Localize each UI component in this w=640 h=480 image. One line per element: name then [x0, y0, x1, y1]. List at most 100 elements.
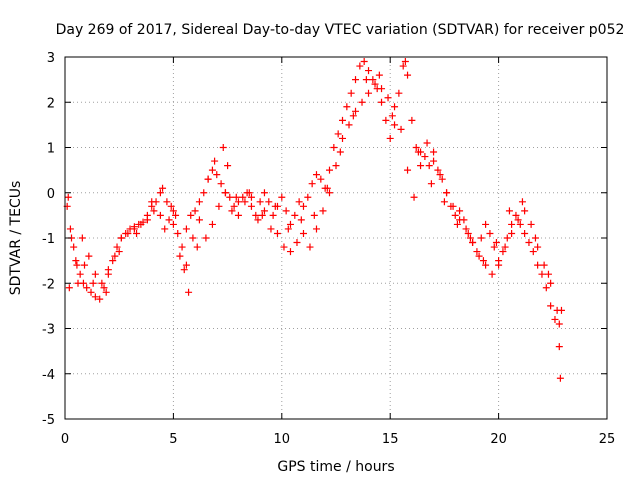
data-point — [241, 198, 249, 206]
data-point — [547, 302, 555, 310]
data-point — [282, 207, 290, 215]
data-point — [211, 157, 219, 165]
data-point — [384, 94, 392, 102]
data-point — [247, 193, 255, 201]
data-point — [414, 148, 422, 156]
data-point — [167, 202, 175, 210]
data-point — [518, 198, 526, 206]
data-point — [308, 180, 316, 188]
data-point — [382, 116, 390, 124]
y-tick-label: -2 — [42, 277, 55, 292]
data-point — [269, 211, 277, 219]
data-point — [299, 229, 307, 237]
data-point — [278, 193, 286, 201]
data-point — [525, 239, 533, 247]
data-point — [310, 211, 318, 219]
data-point — [521, 207, 529, 215]
data-point — [245, 189, 253, 197]
y-axis-label: SDTVAR / TECUs — [8, 181, 24, 296]
data-point — [430, 157, 438, 165]
data-point — [430, 148, 438, 156]
data-point — [347, 89, 355, 97]
data-point — [124, 229, 132, 237]
data-point — [360, 58, 368, 66]
data-point — [271, 202, 279, 210]
data-point — [503, 234, 511, 242]
data-point — [96, 295, 104, 303]
x-tick-label: 5 — [169, 432, 177, 447]
data-point — [169, 207, 177, 215]
data-point — [505, 207, 513, 215]
data-point — [239, 193, 247, 201]
data-point — [247, 202, 255, 210]
data-point — [286, 220, 294, 228]
y-tick-label: -3 — [42, 323, 55, 338]
axis-ticks: 0 5 10 15 20 25 -5 -4 -3 -2 -1 0 1 2 3 — [42, 51, 615, 447]
data-point — [150, 207, 158, 215]
data-point — [191, 207, 199, 215]
data-point — [352, 76, 360, 84]
data-point — [482, 261, 490, 269]
data-point — [412, 144, 420, 151]
data-point — [488, 270, 496, 278]
data-point — [204, 175, 212, 183]
data-point — [115, 248, 123, 256]
series-trace-c — [64, 58, 565, 314]
data-point — [83, 284, 91, 292]
data-point — [408, 116, 416, 124]
chart-title: Day 269 of 2017, Sidereal Day-to-day VTE… — [56, 22, 625, 38]
data-point — [85, 252, 93, 260]
data-point — [180, 266, 188, 274]
data-point — [534, 261, 542, 269]
data-point — [358, 98, 366, 106]
data-point — [417, 162, 425, 170]
data-point — [73, 261, 81, 269]
data-point — [137, 220, 145, 228]
data-point — [265, 198, 273, 206]
data-point — [514, 216, 522, 224]
y-tick-label: 1 — [47, 142, 55, 157]
data-point — [453, 220, 461, 228]
data-point — [87, 288, 95, 296]
data-point — [70, 243, 78, 251]
data-point — [555, 320, 563, 328]
data-point — [130, 225, 138, 233]
data-point — [531, 234, 539, 242]
data-point — [133, 229, 141, 237]
data-point — [391, 121, 399, 129]
data-point — [551, 315, 559, 323]
data-point — [495, 261, 503, 269]
data-point — [362, 76, 370, 84]
data-point — [336, 148, 344, 156]
data-point — [436, 171, 444, 179]
data-point — [213, 171, 221, 179]
data-point — [65, 284, 73, 292]
data-point — [208, 220, 216, 228]
data-point — [555, 343, 563, 351]
data-point — [195, 198, 203, 206]
y-tick-label: -5 — [42, 413, 55, 428]
data-point — [113, 243, 121, 251]
data-point — [161, 225, 169, 233]
data-point — [234, 211, 242, 219]
data-point — [378, 98, 386, 106]
y-tick-label: 0 — [47, 187, 55, 202]
y-tick-label: -1 — [42, 232, 55, 247]
data-point — [319, 207, 327, 215]
data-point — [508, 220, 516, 228]
data-points — [63, 58, 565, 382]
data-point — [369, 76, 377, 84]
data-point — [371, 80, 379, 88]
data-point — [299, 202, 307, 210]
data-point — [176, 252, 184, 260]
data-point — [451, 211, 459, 219]
data-point — [163, 198, 171, 206]
data-point — [217, 180, 225, 188]
data-point — [102, 288, 110, 296]
x-axis-label: GPS time / hours — [277, 459, 394, 475]
data-point — [182, 225, 190, 233]
data-point — [332, 162, 340, 170]
data-point — [508, 229, 516, 237]
data-point — [540, 261, 548, 269]
data-point — [91, 270, 99, 278]
